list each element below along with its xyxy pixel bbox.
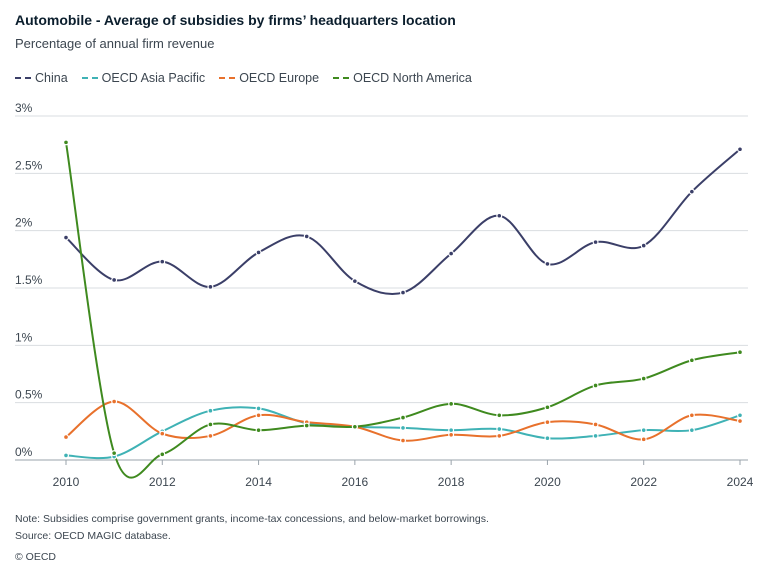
data-point-oecd-europe-2010[interactable] [62, 434, 69, 441]
legend-swatch-oecd-europe [219, 77, 236, 79]
data-point-oecd-europe-2014[interactable] [255, 412, 262, 419]
legend-swatch-china [15, 77, 31, 79]
data-point-oecd-asia-pacific-2010[interactable] [62, 452, 69, 459]
data-point-oecd-europe-2019[interactable] [496, 432, 503, 439]
data-point-oecd-north-america-2012[interactable] [159, 451, 166, 458]
x-tick-label: 2022 [630, 475, 657, 489]
data-point-china-2016[interactable] [351, 278, 358, 285]
data-point-china-2014[interactable] [255, 249, 262, 256]
y-tick-label: 1.5% [15, 273, 43, 287]
x-tick-label: 2012 [149, 475, 176, 489]
data-point-oecd-asia-pacific-2014[interactable] [255, 405, 262, 412]
y-tick-label: 0% [15, 445, 33, 459]
x-tick-label: 2018 [438, 475, 465, 489]
data-point-oecd-north-america-2010[interactable] [62, 139, 69, 146]
data-point-china-2024[interactable] [736, 146, 743, 153]
data-point-oecd-europe-2012[interactable] [159, 430, 166, 437]
data-point-oecd-north-america-2016[interactable] [351, 423, 358, 430]
data-point-oecd-europe-2024[interactable] [736, 418, 743, 425]
legend-swatch-oecd-north-america [333, 77, 350, 79]
data-point-oecd-asia-pacific-2023[interactable] [688, 427, 695, 434]
x-tick-label: 2014 [245, 475, 272, 489]
copyright: © OECD [15, 551, 56, 563]
legend-label-oecd-europe: OECD Europe [239, 71, 320, 85]
data-point-china-2022[interactable] [640, 242, 647, 249]
data-point-oecd-north-america-2018[interactable] [448, 400, 455, 407]
data-point-china-2013[interactable] [207, 283, 214, 290]
data-point-oecd-asia-pacific-2017[interactable] [400, 424, 407, 431]
series-line-oecd-europe[interactable] [65, 400, 741, 442]
line-chart: 0%0.5%1%1.5%2%2.5%3% 2010 2012 2014 2016 201… [15, 101, 754, 489]
legend-item-oecd-north-america[interactable]: OECD North America [333, 71, 472, 85]
legend-label-oecd-north-america: OECD North America [353, 71, 472, 85]
data-point-oecd-north-america-2015[interactable] [303, 422, 310, 429]
y-axis-ticks: 0% 0.5% 1% 1.5% 2% 2.5% 3% [15, 101, 43, 459]
data-point-oecd-north-america-2020[interactable] [544, 404, 551, 411]
chart-subtitle: Percentage of annual firm revenue [15, 36, 215, 51]
data-point-oecd-north-america-2024[interactable] [736, 349, 743, 356]
x-tick-label: 2024 [727, 475, 754, 489]
data-point-oecd-asia-pacific-2021[interactable] [592, 432, 599, 439]
data-point-oecd-europe-2023[interactable] [688, 412, 695, 419]
y-tick-label: 2.5% [15, 158, 43, 172]
data-point-china-2010[interactable] [62, 234, 69, 241]
x-tick-label: 2016 [342, 475, 369, 489]
data-point-oecd-asia-pacific-2013[interactable] [207, 407, 214, 414]
series-line-china[interactable] [65, 148, 741, 296]
series-points [62, 139, 743, 460]
x-tick-label: 2010 [53, 475, 80, 489]
data-point-oecd-europe-2011[interactable] [111, 398, 118, 405]
data-point-oecd-north-america-2019[interactable] [496, 412, 503, 419]
data-point-oecd-north-america-2014[interactable] [255, 427, 262, 434]
series-line-oecd-north-america[interactable] [65, 142, 741, 479]
data-point-china-2018[interactable] [448, 250, 455, 257]
legend-item-china[interactable]: China [15, 71, 68, 85]
y-tick-label: 0.5% [15, 388, 43, 402]
grid-lines [15, 115, 748, 461]
data-point-oecd-europe-2021[interactable] [592, 421, 599, 428]
y-tick-label: 1% [15, 330, 33, 344]
data-point-oecd-asia-pacific-2019[interactable] [496, 426, 503, 433]
data-point-oecd-europe-2020[interactable] [544, 419, 551, 426]
data-point-china-2015[interactable] [303, 233, 310, 240]
y-tick-label: 3% [15, 101, 33, 115]
data-point-oecd-north-america-2022[interactable] [640, 375, 647, 382]
data-point-oecd-north-america-2013[interactable] [207, 421, 214, 428]
chart-legend: China OECD Asia Pacific OECD Europe OECD… [15, 71, 472, 85]
data-point-oecd-europe-2018[interactable] [448, 431, 455, 438]
data-point-oecd-asia-pacific-2022[interactable] [640, 427, 647, 434]
data-point-china-2017[interactable] [400, 289, 407, 296]
data-point-china-2021[interactable] [592, 239, 599, 246]
data-point-oecd-north-america-2023[interactable] [688, 357, 695, 364]
x-tick-label: 2020 [534, 475, 561, 489]
data-point-oecd-europe-2017[interactable] [400, 437, 407, 444]
legend-label-oecd-asia-pacific: OECD Asia Pacific [101, 71, 206, 85]
data-point-oecd-asia-pacific-2024[interactable] [736, 412, 743, 419]
data-point-oecd-north-america-2017[interactable] [400, 414, 407, 421]
data-point-oecd-europe-2022[interactable] [640, 436, 647, 443]
legend-swatch-oecd-asia-pacific [81, 77, 98, 79]
legend-item-oecd-asia-pacific[interactable]: OECD Asia Pacific [81, 71, 206, 85]
data-point-china-2011[interactable] [111, 276, 118, 283]
data-point-china-2023[interactable] [688, 188, 695, 195]
legend-item-oecd-europe[interactable]: OECD Europe [219, 71, 319, 85]
legend-label-china: China [35, 71, 68, 85]
data-point-oecd-europe-2013[interactable] [207, 432, 214, 439]
y-tick-label: 2% [15, 216, 33, 230]
data-point-oecd-north-america-2021[interactable] [592, 382, 599, 389]
chart-note: Note: Subsidies comprise government gran… [15, 513, 489, 525]
chart-source: Source: OECD MAGIC database. [15, 530, 171, 542]
data-point-china-2020[interactable] [544, 260, 551, 267]
data-point-oecd-asia-pacific-2020[interactable] [544, 435, 551, 442]
chart-title: Automobile - Average of subsidies by fir… [15, 12, 456, 28]
data-point-oecd-north-america-2011[interactable] [111, 450, 118, 457]
data-point-china-2012[interactable] [159, 258, 166, 265]
x-axis-ticks: 2010 2012 2014 2016 2018 2020 2022 2024 [53, 460, 754, 489]
data-point-china-2019[interactable] [496, 212, 503, 219]
